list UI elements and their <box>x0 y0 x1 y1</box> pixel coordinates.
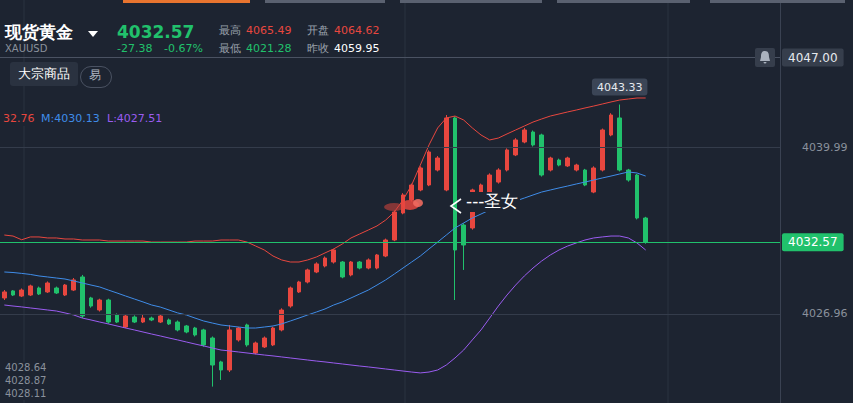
html-text:大宗商品: 大宗商品 <box>18 66 70 81</box>
html-text:XAUUSD: XAUUSD <box>5 43 48 54</box>
svg-text:4043.33: 4043.33 <box>597 81 643 94</box>
html-text:最低: 最低 <box>219 42 241 55</box>
html-text:4032.57: 4032.57 <box>117 22 195 42</box>
html-text:4028.87: 4028.87 <box>5 375 47 386</box>
html-text:4028.11: 4028.11 <box>5 388 47 399</box>
html-text:L:4027.51: L:4027.51 <box>107 112 163 125</box>
svg-text:4047.00: 4047.00 <box>788 51 838 65</box>
html-text:---圣女: ---圣女 <box>466 191 519 211</box>
html-text:4021.28: 4021.28 <box>246 42 292 55</box>
html-text:开盘: 开盘 <box>307 24 329 37</box>
html-text:最高: 最高 <box>219 24 241 37</box>
svg-text:4039.99: 4039.99 <box>802 141 848 154</box>
html-text:现货黄金: 现货黄金 <box>5 22 73 42</box>
html-text:32.76: 32.76 <box>3 112 35 125</box>
html-text:-27.38: -27.38 <box>117 42 153 55</box>
svg-text:4032.57: 4032.57 <box>788 235 838 249</box>
html-text:4059.95: 4059.95 <box>334 42 380 55</box>
html-text:4065.49: 4065.49 <box>246 24 292 37</box>
html-text:昨收: 昨收 <box>307 42 329 55</box>
html-text:易: 易 <box>89 68 101 82</box>
html-text:M:4030.13: M:4030.13 <box>41 112 100 125</box>
html-text:-0.67%: -0.67% <box>164 42 203 55</box>
html-text:4028.64: 4028.64 <box>5 362 47 373</box>
html-text:4064.62: 4064.62 <box>334 24 380 37</box>
svg-text:4026.96: 4026.96 <box>802 307 848 320</box>
